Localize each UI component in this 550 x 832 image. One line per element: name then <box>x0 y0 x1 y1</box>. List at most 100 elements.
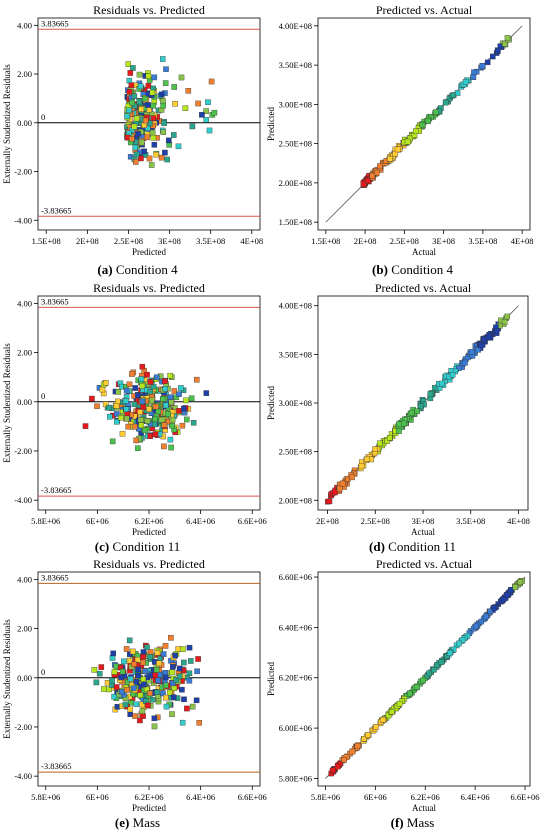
chart-c-point <box>137 409 143 415</box>
chart-f-point <box>426 670 432 677</box>
chart-b-ytick-label: 3.50E+08 <box>279 60 312 70</box>
chart-f-ytick-label: 6.00E+06 <box>279 723 312 733</box>
chart-a-ytick-label: 2.00 <box>17 69 32 79</box>
chart-c-ref-label: 0 <box>41 391 45 401</box>
caption-b-text: Condition 4 <box>387 262 453 277</box>
chart-f: Predicted vs. Actual 5.8E+06 6E+06 6.2E+06 6… <box>266 557 540 813</box>
chart-a-point <box>206 127 213 134</box>
chart-b-point <box>425 118 431 124</box>
chart-d-point <box>439 380 445 387</box>
chart-e-point <box>123 646 130 652</box>
chart-f-point <box>380 716 386 723</box>
chart-f-point <box>330 767 336 774</box>
chart-a-point <box>164 156 170 163</box>
chart-e-point <box>173 677 179 683</box>
chart-e-point <box>194 668 200 675</box>
chart-d-point <box>462 359 468 366</box>
chart-c-point <box>203 390 210 396</box>
chart-b-point <box>495 48 501 54</box>
chart-c-point <box>147 379 154 385</box>
chart-d-xtick-label: 2.5E+08 <box>361 516 390 526</box>
chart-e-point <box>142 668 148 674</box>
chart-b-frame <box>317 17 531 231</box>
chart-a-point <box>126 89 133 95</box>
chart-e-point <box>131 661 137 667</box>
chart-c-point <box>152 403 159 410</box>
chart-d-point <box>332 489 338 496</box>
chart-e-point <box>140 649 147 655</box>
chart-f-point <box>407 690 413 697</box>
chart-c-point <box>124 415 130 422</box>
chart-e-ylabel: Externally Studentized Residuals <box>2 619 12 739</box>
chart-e-point <box>152 672 158 678</box>
chart-a-point <box>158 154 165 161</box>
chart-e-point <box>98 664 105 670</box>
chart-b-xtick-label: 3E+08 <box>432 236 455 246</box>
chart-d-xtick-label: 2E+08 <box>316 516 339 526</box>
chart-d-xtick-label: 4E+08 <box>507 516 530 526</box>
chart-c-point <box>138 422 145 429</box>
chart-d-point <box>396 428 402 434</box>
chart-a-point <box>127 70 134 76</box>
caption-c: (c) Condition 11 <box>0 539 275 555</box>
chart-c-point <box>161 422 168 428</box>
chart-f-point <box>420 677 426 684</box>
chart-f-point <box>334 763 341 770</box>
chart-a-point <box>172 101 178 107</box>
chart-e-point <box>121 658 127 665</box>
chart-e-point <box>113 684 120 690</box>
chart-c-point <box>122 398 129 404</box>
chart-f-point <box>478 618 484 625</box>
chart-b-point <box>479 63 486 69</box>
chart-e-point <box>135 666 142 673</box>
chart-e-point <box>91 667 98 673</box>
chart-a-title: Residuals vs. Predicted <box>93 3 205 17</box>
chart-c-xlabel: Predicted <box>132 527 166 537</box>
chart-a-point <box>147 120 153 127</box>
chart-e-ref-label: -3.83665 <box>41 761 71 771</box>
chart-e-point <box>155 677 161 684</box>
chart-d-point <box>401 420 407 427</box>
chart-b-ytick-label: 2.00E+08 <box>279 178 312 188</box>
chart-b-ytick-label: 2.50E+08 <box>279 139 312 149</box>
chart-e-point <box>154 689 160 695</box>
chart-e: Residuals vs. Predicted 5.8E+06 6E+06 6.2E+… <box>2 557 267 813</box>
chart-e-point <box>153 667 160 673</box>
chart-b-point <box>394 146 401 153</box>
chart-a-point <box>146 155 153 162</box>
chart-a-ytick-label: -2.00 <box>14 167 32 177</box>
chart-b-point <box>387 155 393 162</box>
chart-a-xtick-label: 2.5E+08 <box>114 236 143 246</box>
chart-f-point <box>434 662 440 668</box>
chart-e-xlabel: Predicted <box>132 803 166 813</box>
chart-c-point <box>118 415 124 421</box>
chart-e-ref-label: 3.83665 <box>41 572 69 582</box>
chart-c-point <box>169 423 175 429</box>
chart-e-point <box>139 701 145 708</box>
chart-a-ref-label: 3.83665 <box>41 18 69 28</box>
chart-a-point <box>137 83 144 90</box>
chart-c-point <box>82 423 89 429</box>
chart-a-plot-area <box>38 28 260 217</box>
chart-a-point <box>141 122 147 128</box>
chart-e-point <box>127 706 133 713</box>
chart-a-point <box>133 115 140 122</box>
chart-d-ylabel: Predicted <box>266 386 276 420</box>
chart-a-ytick-label: 4.00 <box>17 20 32 30</box>
chart-c-point <box>123 387 130 394</box>
chart-e-ytick-label: 4.00 <box>17 574 32 584</box>
chart-a-point <box>131 93 138 99</box>
chart-c-point <box>89 395 95 402</box>
chart-e-point <box>140 676 147 682</box>
chart-a-point <box>135 131 141 137</box>
chart-f-point <box>414 684 420 690</box>
caption-f-letter: (f) <box>390 815 404 830</box>
chart-d-point <box>349 474 355 481</box>
chart-a-point <box>203 108 209 114</box>
chart-d-point <box>456 365 462 371</box>
caption-e-letter: (e) <box>114 815 130 830</box>
chart-a-point <box>151 74 158 81</box>
chart-a-point <box>163 66 169 72</box>
chart-c-ytick-label: 0.00 <box>17 397 32 407</box>
chart-a-ref-label: -3.83665 <box>41 205 71 215</box>
